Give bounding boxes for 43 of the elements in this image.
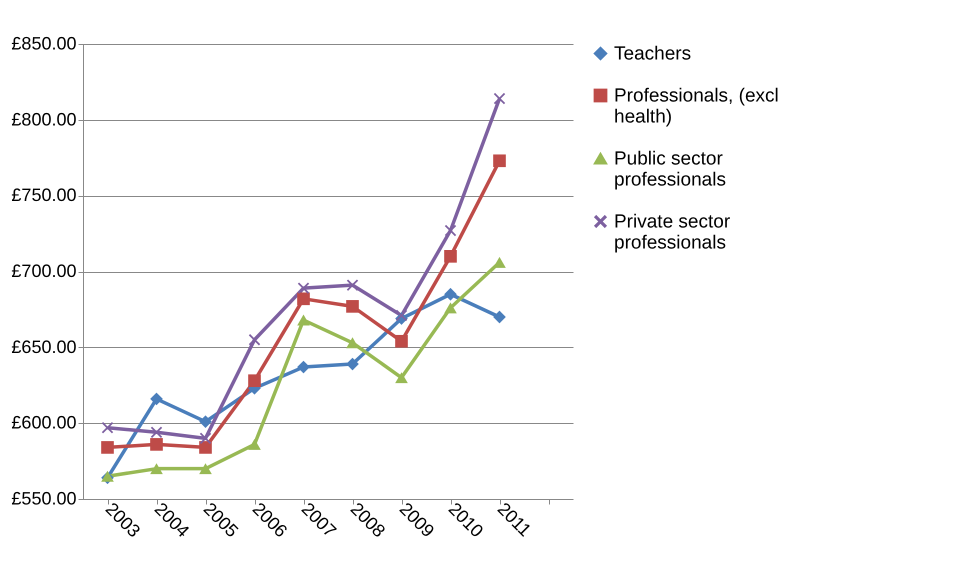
point xyxy=(297,360,310,374)
point xyxy=(248,438,261,450)
point xyxy=(248,334,260,346)
legend-label: Private sector professionals xyxy=(614,212,731,254)
y-tick-label: £750.00 xyxy=(11,185,76,206)
point xyxy=(297,314,310,326)
legend-label: Public sector professionals xyxy=(614,148,726,190)
point xyxy=(395,334,408,348)
point xyxy=(150,426,162,438)
legend-label: Teachers xyxy=(614,44,692,64)
point xyxy=(396,310,408,322)
point xyxy=(102,422,114,434)
point xyxy=(297,292,310,306)
y-tick-label: £850.00 xyxy=(11,34,76,54)
point xyxy=(493,310,506,324)
legend-label: Professionals, (excl health) xyxy=(614,86,779,128)
point xyxy=(444,250,457,263)
point xyxy=(444,224,456,236)
y-tick-label: £700.00 xyxy=(11,261,76,281)
point xyxy=(199,441,212,454)
point xyxy=(346,300,359,313)
point xyxy=(346,358,359,370)
y-tick-label: £650.00 xyxy=(11,336,76,357)
y-tick-label: £800.00 xyxy=(11,109,76,130)
point xyxy=(199,463,212,474)
point xyxy=(200,432,212,444)
point xyxy=(494,92,506,104)
point xyxy=(101,470,114,482)
point xyxy=(248,374,261,388)
point xyxy=(150,392,163,406)
point xyxy=(493,154,506,168)
point xyxy=(346,279,358,291)
point xyxy=(101,441,114,454)
point xyxy=(395,372,408,384)
point xyxy=(346,337,359,348)
point xyxy=(150,438,163,451)
point xyxy=(444,288,457,301)
y-tick-label: £600.00 xyxy=(11,412,76,433)
point xyxy=(199,415,212,428)
point xyxy=(298,282,310,294)
point xyxy=(150,463,163,474)
y-tick-label: £550.00 xyxy=(11,488,76,508)
point xyxy=(444,302,457,314)
